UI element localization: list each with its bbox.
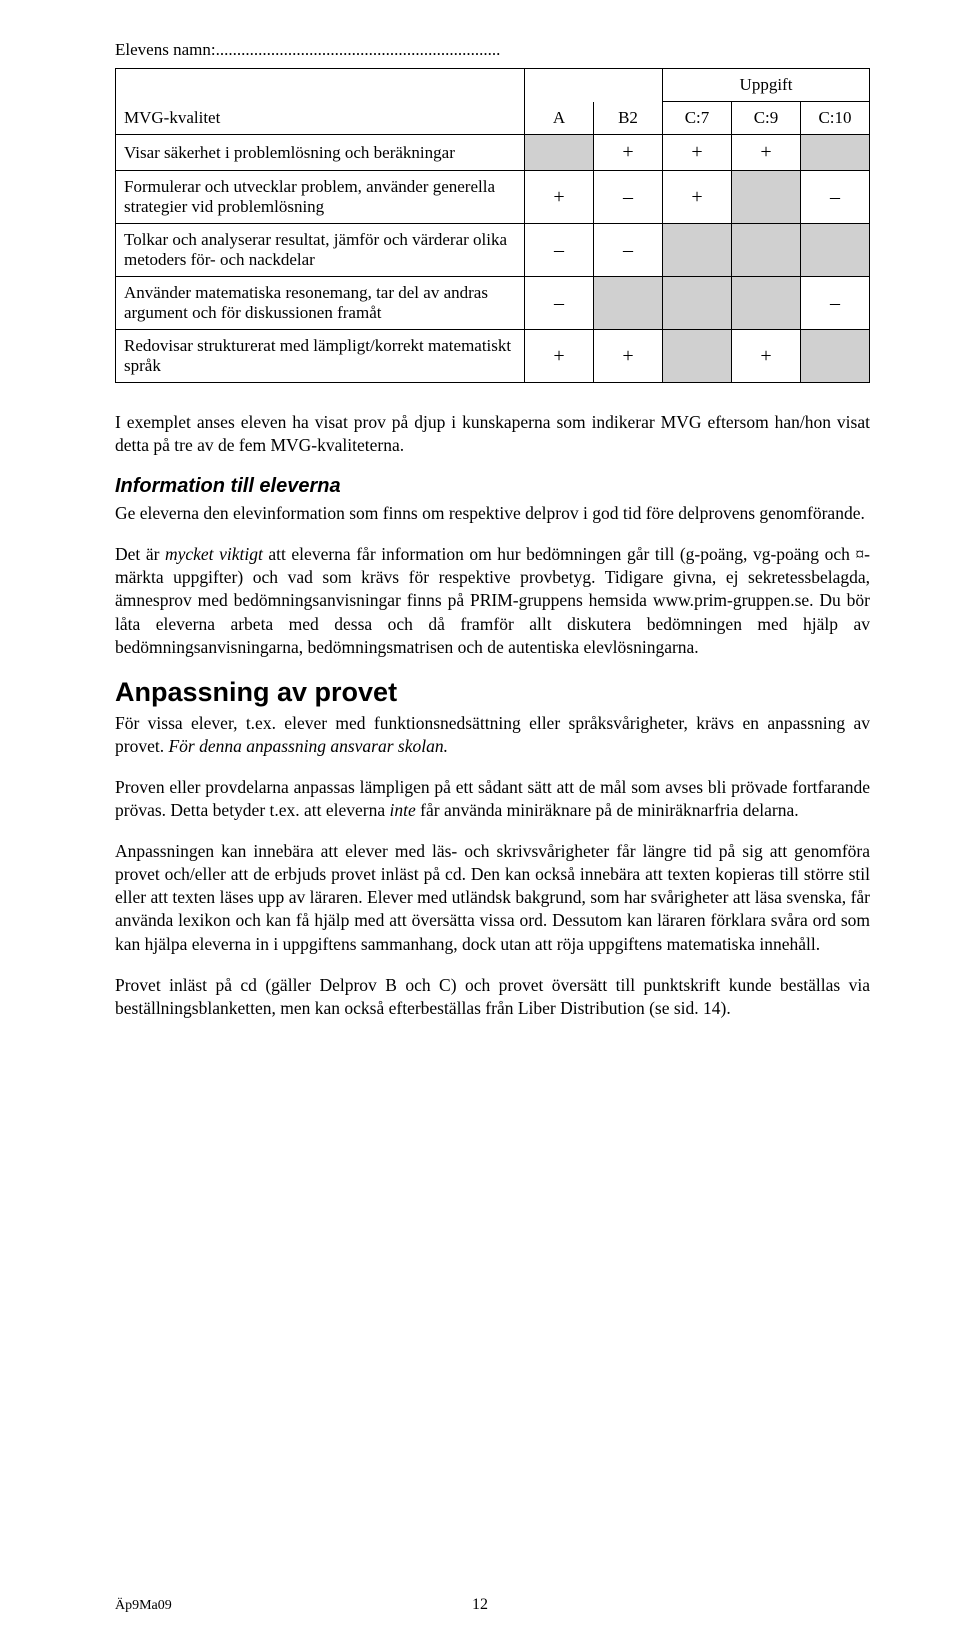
table-row: Formulerar och utvecklar problem, använd… xyxy=(116,171,870,224)
matrix-cell xyxy=(663,330,732,383)
emphasis: inte xyxy=(390,800,416,820)
matrix-cell xyxy=(732,224,801,277)
student-name-prefix: Elevens namn: xyxy=(115,40,216,59)
table-row: Redovisar strukturerat med lämpligt/korr… xyxy=(116,330,870,383)
header-row: MVG-kvalitet A B2 C:7 C:9 C:10 xyxy=(116,102,870,135)
matrix-cell xyxy=(732,171,801,224)
matrix-cell: – xyxy=(801,277,870,330)
matrix-cell: – xyxy=(525,277,594,330)
row-label: Redovisar strukturerat med lämpligt/korr… xyxy=(116,330,525,383)
col-header-c9: C:9 xyxy=(732,102,801,135)
paragraph-anpass-2: Proven eller provdelarna anpassas lämpli… xyxy=(115,776,870,822)
col-header-b2: B2 xyxy=(594,102,663,135)
table-row: Tolkar och analyserar resultat, jämför o… xyxy=(116,224,870,277)
matrix-cell xyxy=(663,277,732,330)
row-label: Formulerar och utvecklar problem, använd… xyxy=(116,171,525,224)
matrix-cell: – xyxy=(594,171,663,224)
page-number: 12 xyxy=(0,1596,960,1614)
matrix-cell: + xyxy=(732,330,801,383)
assessment-matrix: Uppgift MVG-kvalitet A B2 C:7 C:9 C:10 V… xyxy=(115,68,870,383)
row-label: Använder matematiska resonemang, tar del… xyxy=(116,277,525,330)
matrix-cell xyxy=(594,277,663,330)
col-header-c10: C:10 xyxy=(801,102,870,135)
page: Elevens namn:...........................… xyxy=(0,0,960,1648)
table-row: Visar säkerhet i problemlösning och berä… xyxy=(116,135,870,171)
col-header-kvalitet: MVG-kvalitet xyxy=(116,102,525,135)
heading-anpassning: Anpassning av provet xyxy=(115,677,870,708)
emphasis: För denna anpassning ansvarar skolan. xyxy=(168,736,448,756)
col-header-c7: C:7 xyxy=(663,102,732,135)
matrix-cell: – xyxy=(801,171,870,224)
text: Det är xyxy=(115,544,165,564)
paragraph-info-2: Det är mycket viktigt att eleverna får i… xyxy=(115,543,870,658)
matrix-cell xyxy=(732,277,801,330)
paragraph-info-1: Ge eleverna den elevinformation som finn… xyxy=(115,502,870,525)
uppgift-label: Uppgift xyxy=(663,69,870,102)
student-name-line: Elevens namn:...........................… xyxy=(115,40,870,60)
heading-information: Information till eleverna xyxy=(115,475,870,498)
paragraph-anpass-3: Anpassningen kan innebära att elever med… xyxy=(115,840,870,955)
uppgift-row: Uppgift xyxy=(116,69,870,102)
matrix-cell: + xyxy=(525,330,594,383)
matrix-cell: + xyxy=(663,135,732,171)
matrix-cell xyxy=(801,330,870,383)
matrix-cell: + xyxy=(663,171,732,224)
matrix-cell xyxy=(801,135,870,171)
matrix-cell: + xyxy=(594,330,663,383)
paragraph-anpass-1: För vissa elever, t.ex. elever med funkt… xyxy=(115,712,870,758)
col-header-a: A xyxy=(525,102,594,135)
matrix-cell: + xyxy=(732,135,801,171)
matrix-cell: + xyxy=(525,171,594,224)
matrix-cell: – xyxy=(525,224,594,277)
matrix-cell xyxy=(663,224,732,277)
blank-cell xyxy=(525,69,663,102)
paragraph-example: I exemplet anses eleven ha visat prov på… xyxy=(115,411,870,457)
text: får använda miniräknare på de miniräknar… xyxy=(416,800,799,820)
student-name-dots: ........................................… xyxy=(216,40,501,59)
matrix-cell: + xyxy=(594,135,663,171)
paragraph-anpass-4: Provet inläst på cd (gäller Delprov B oc… xyxy=(115,974,870,1020)
blank-cell xyxy=(116,69,525,102)
emphasis: mycket viktigt xyxy=(165,544,263,564)
matrix-cell xyxy=(801,224,870,277)
matrix-cell xyxy=(525,135,594,171)
matrix-cell: – xyxy=(594,224,663,277)
row-label: Tolkar och analyserar resultat, jämför o… xyxy=(116,224,525,277)
table-row: Använder matematiska resonemang, tar del… xyxy=(116,277,870,330)
row-label: Visar säkerhet i problemlösning och berä… xyxy=(116,135,525,171)
